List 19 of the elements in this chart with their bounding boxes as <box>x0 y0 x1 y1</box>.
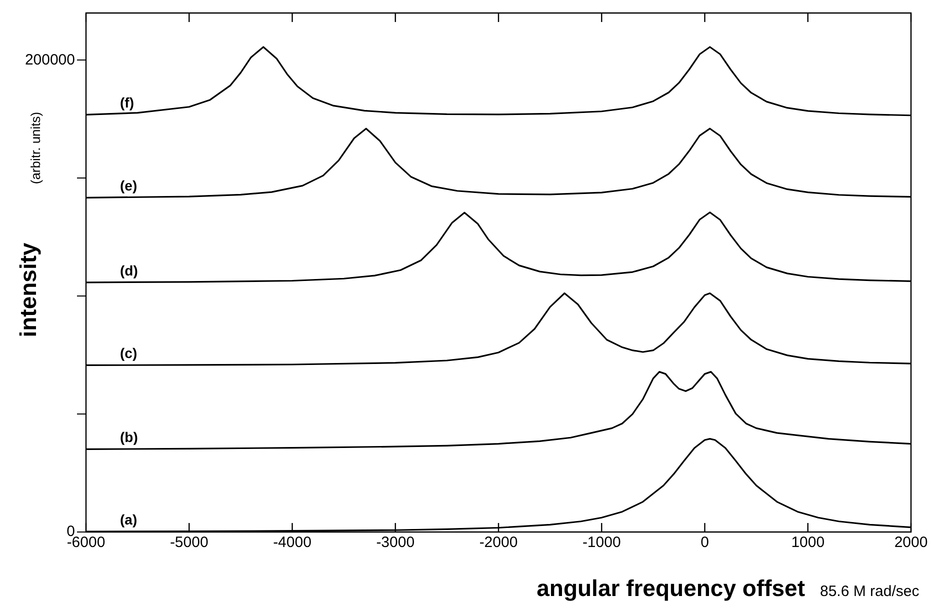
series-label: (e) <box>120 178 138 194</box>
y-tick-label: 200000 <box>24 51 75 68</box>
text: 85.6 M rad/sec <box>820 583 920 600</box>
y-axis-title: intensity <box>15 242 41 338</box>
series-label: (b) <box>120 429 138 446</box>
text: (arbitr. units) <box>28 112 43 184</box>
x-tick-label: -4000 <box>273 534 312 552</box>
x-tick-label: -5000 <box>170 534 208 552</box>
series-label: (d) <box>120 262 138 278</box>
series-label: (a) <box>120 511 138 528</box>
x-tick-label: 2000 <box>894 534 928 552</box>
x-tick-label: -2000 <box>479 534 518 552</box>
series-label: (c) <box>120 345 138 362</box>
x-tick-label: 1000 <box>791 534 825 552</box>
x-axis-title: angular frequency offset <box>536 575 806 601</box>
x-tick-label: -1000 <box>582 534 621 552</box>
series-label: (f) <box>120 94 134 111</box>
x-tick-label: 0 <box>700 534 709 552</box>
x-tick-label: -3000 <box>376 534 415 552</box>
